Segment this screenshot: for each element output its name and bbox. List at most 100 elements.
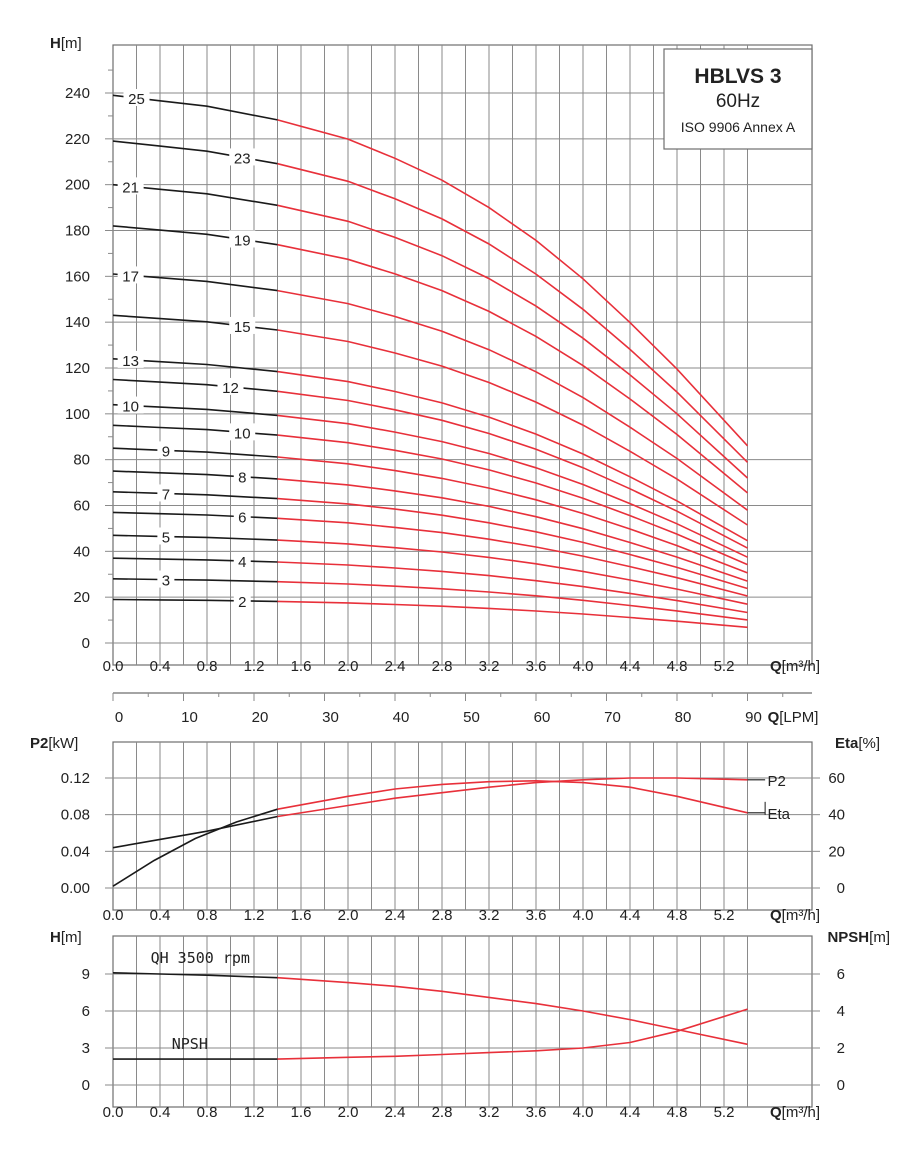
head-curve-label: 15 (234, 319, 251, 336)
qh-y-tick-label: 0 (82, 1077, 90, 1094)
head-curve-2-operating (277, 600, 748, 629)
head-curve-label: 6 (238, 510, 246, 527)
power-y-tick-label: 0.00 (61, 880, 90, 897)
power-x-tick-label: 3.6 (526, 907, 547, 924)
npsh-x-tick-label: 1.2 (244, 1104, 265, 1121)
p2-curve-low-flow (112, 815, 278, 849)
head-curve-label: 10 (122, 399, 139, 416)
lpm-axis-label: Q[LPM] (768, 709, 819, 726)
power-x-tick-label: 1.2 (244, 907, 265, 924)
curve-label-bg (233, 551, 251, 569)
title-standard: ISO 9906 Annex A (681, 119, 796, 135)
head-y-tick-label: 60 (73, 498, 90, 515)
npsh-x-tick-label: 2.4 (385, 1104, 406, 1121)
lpm-tick-label: 90 (745, 709, 762, 726)
curve-label-bg (157, 527, 175, 545)
head-y-tick-label: 20 (73, 589, 90, 606)
head-x-tick-label: 2.4 (385, 658, 406, 675)
qh-y-axis-label: H[m] (50, 929, 82, 946)
power-x-axis-label: Q[m³/h] (770, 907, 820, 924)
eta-y-tick-label: 20 (828, 843, 845, 860)
head-y-tick-label: 220 (65, 131, 90, 148)
head-curve-4-low-flow (112, 557, 278, 563)
head-y-tick-label: 180 (65, 223, 90, 240)
head-curve-17-operating (277, 289, 748, 511)
lpm-tick-label: 40 (393, 709, 410, 726)
head-x-tick-label: 4.8 (667, 658, 688, 675)
head-x-tick-label: 0.0 (103, 658, 124, 675)
eta-y-tick-label: 40 (828, 807, 845, 824)
head-y-tick-label: 200 (65, 177, 90, 194)
head-curve-label: 21 (122, 179, 139, 196)
curve-label-bg (117, 177, 144, 195)
head-curve-3-operating (277, 580, 748, 621)
lpm-tick-label: 10 (181, 709, 198, 726)
power-x-tick-label: 2.8 (432, 907, 453, 924)
head-curve-9-operating (277, 456, 748, 574)
npsh-curve-operating (277, 1008, 748, 1060)
grid-layer (105, 44, 820, 1108)
lpm-tick-label: 60 (534, 709, 551, 726)
head-y-tick-label: 0 (82, 635, 90, 652)
head-x-tick-label: 0.8 (197, 658, 218, 675)
head-y-axis-label: H[m] (50, 35, 82, 52)
head-curve-label: 9 (162, 443, 170, 460)
power-plot-frame (112, 741, 813, 911)
curve-label-bg (233, 467, 251, 485)
power-x-tick-label: 0.8 (197, 907, 218, 924)
head-curve-12-low-flow (112, 378, 278, 393)
head-curve-5-operating (277, 539, 748, 605)
eta-curve-operating (277, 779, 748, 814)
npsh-x-tick-label: 5.2 (714, 1104, 735, 1121)
npsh-x-tick-label: 3.6 (526, 1104, 547, 1121)
head-x-tick-label: 3.6 (526, 658, 547, 675)
head-curve-4-operating (277, 561, 748, 614)
head-curve-label: 12 (222, 380, 239, 397)
curve-label-bg (123, 89, 150, 107)
head-curve-25-operating (277, 119, 749, 447)
lpm-tick-label: 30 (322, 709, 339, 726)
npsh-x-tick-label: 1.6 (291, 1104, 312, 1121)
qh-y-tick-label: 6 (82, 1003, 90, 1020)
head-x-tick-label: 0.4 (150, 658, 171, 675)
head-curve-label: 4 (238, 554, 246, 571)
lpm-tick-label: 0 (115, 709, 123, 726)
npsh-plot-frame (112, 935, 813, 1108)
qh-curve-low-flow (112, 972, 278, 979)
head-curve-8-operating (277, 478, 748, 582)
npsh-x-tick-label: 2.0 (338, 1104, 359, 1121)
npsh-y-tick-label: 4 (837, 1003, 845, 1020)
head-curve-21-operating (277, 204, 749, 479)
head-curve-label: 7 (162, 486, 170, 503)
title-frequency: 60Hz (716, 91, 760, 112)
head-curve-19-operating (277, 243, 749, 494)
head-curve-6-low-flow (112, 511, 278, 520)
head-curve-label: 5 (162, 530, 170, 547)
eta-curve-low-flow (112, 808, 278, 887)
power-y-tick-label: 0.04 (61, 843, 90, 860)
npsh-x-tick-label: 2.8 (432, 1104, 453, 1121)
curve-label-bg (117, 350, 144, 368)
eta-curve-label: Eta (767, 806, 790, 823)
npsh-x-tick-label: 0.0 (103, 1104, 124, 1121)
head-y-tick-label: 40 (73, 543, 90, 560)
head-x-tick-label: 5.2 (714, 658, 735, 675)
power-x-tick-label: 3.2 (479, 907, 500, 924)
power-x-tick-label: 0.4 (150, 907, 171, 924)
npsh-y-tick-label: 2 (837, 1040, 845, 1057)
npsh-x-axis-label: Q[m³/h] (770, 1104, 820, 1121)
p2-curve-operating (277, 777, 748, 818)
curve-label-bg (117, 396, 144, 414)
npsh-x-tick-label: 0.8 (197, 1104, 218, 1121)
curve-label-bg (157, 441, 175, 459)
curve-label-bg (233, 507, 251, 525)
head-curve-9-low-flow (112, 447, 278, 458)
head-x-tick-label: 1.6 (291, 658, 312, 675)
head-y-tick-label: 120 (65, 360, 90, 377)
eta-y-axis-label: Eta[%] (835, 735, 880, 752)
head-plot-frame (112, 44, 813, 666)
curve-label-bg (229, 230, 256, 248)
head-y-tick-label: 240 (65, 85, 90, 102)
head-x-tick-label: 2.8 (432, 658, 453, 675)
